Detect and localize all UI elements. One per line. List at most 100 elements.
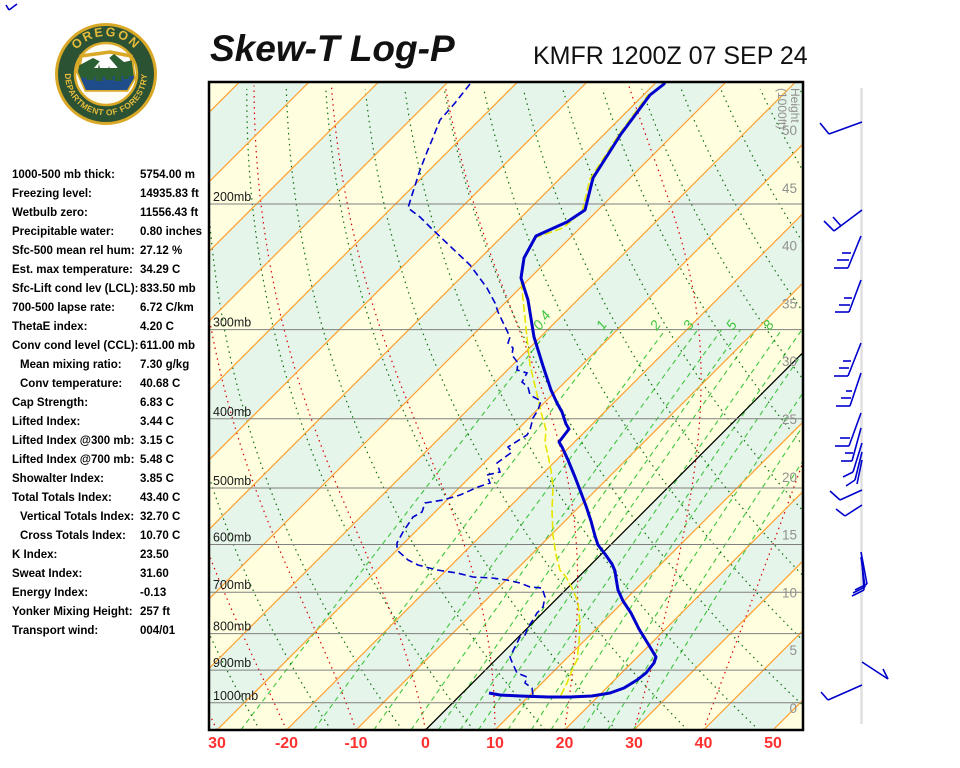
wind-barb	[820, 684, 863, 701]
stat-label: Cross Totals Index:	[20, 530, 126, 542]
temp-tick-label: -20	[275, 735, 298, 752]
stat-label: Lifted Index @700 mb:	[12, 454, 135, 466]
stat-value: 5754.00 m	[140, 169, 195, 181]
stat-value: 32.70 C	[140, 511, 181, 523]
stat-label: Vertical Totals Index:	[20, 511, 135, 523]
stat-label: Lifted Index:	[12, 416, 81, 428]
stat-row: Vertical Totals Index: 32.70 C	[12, 508, 212, 527]
stat-value: 6.83 C	[140, 397, 174, 409]
stat-value: 3.85 C	[140, 473, 174, 485]
wind-barb	[834, 342, 862, 377]
stat-value: 7.30 g/kg	[140, 359, 190, 371]
stat-value: 611.00 mb	[140, 340, 195, 352]
wind-barb	[829, 489, 863, 501]
stat-label: Wetbulb zero:	[12, 207, 88, 219]
stat-label: 700-500 lapse rate:	[12, 302, 115, 314]
pressure-level-label: 600mb	[213, 530, 251, 544]
stat-row: Mean mixing ratio: 7.30 g/kg	[12, 356, 212, 375]
stat-label: Cap Strength:	[12, 397, 89, 409]
stat-row: Precipitable water: 0.80 inches	[12, 223, 212, 242]
wind-barb	[823, 209, 863, 232]
stat-label: Conv cond level (CCL):	[12, 340, 139, 352]
temp-tick-label: 30	[625, 735, 643, 752]
oregon-department-of-forestry-logo: OREGON DEPARTMENT OF FORESTRY	[55, 23, 157, 125]
pressure-level-label: 700mb	[213, 578, 251, 592]
stat-value: 14935.83 ft	[140, 188, 199, 200]
stat-row: Est. max temperature: 34.29 C	[12, 261, 212, 280]
wind-barb	[835, 279, 862, 313]
stat-row: K Index: 23.50	[12, 546, 212, 565]
stat-value: 833.50 mb	[140, 283, 196, 295]
wind-barb	[842, 442, 863, 487]
stat-label: 1000-500 mb thick:	[12, 169, 115, 181]
pressure-level-label: 200mb	[213, 190, 251, 204]
zero-isotherm-line	[425, 351, 803, 730]
temp-tick-label: 0	[421, 735, 430, 752]
stat-value: 3.44 C	[140, 416, 174, 428]
stat-value: 27.12 %	[140, 245, 183, 257]
stat-value: 23.50	[140, 549, 169, 561]
stat-value: 43.40 C	[140, 492, 181, 504]
pressure-level-label: 1000mb	[213, 689, 258, 703]
stat-row: Cap Strength: 6.83 C	[12, 394, 212, 413]
stray-barb-mark	[5, 4, 10, 11]
stat-row: Freezing level: 14935.83 ft	[12, 185, 212, 204]
stat-label: Conv temperature:	[20, 378, 123, 390]
height-axis-title: Height(1000ft)	[775, 88, 802, 129]
stat-label: Energy Index:	[12, 587, 89, 599]
stat-label: Showalter Index:	[12, 473, 105, 485]
stat-row: ThetaE index: 4.20 C	[12, 318, 212, 337]
stat-row: Sfc-Lift cond lev (LCL): 833.50 mb	[12, 280, 212, 299]
height-tick-label: 15	[782, 528, 797, 543]
background-bands	[209, 82, 803, 730]
logo-scene	[78, 54, 134, 90]
stat-label: Transport wind:	[12, 625, 99, 637]
pressure-level-label: 300mb	[213, 316, 251, 330]
height-tick-label: 20	[782, 470, 797, 485]
stat-row: Yonker Mixing Height: 257 ft	[12, 603, 212, 622]
stat-value: 4.20 C	[140, 321, 174, 333]
stat-row: Conv cond level (CCL): 611.00 mb	[12, 337, 212, 356]
stat-label: Sweat Index:	[12, 568, 83, 580]
wind-barb	[841, 427, 862, 462]
height-tick-label: 0	[789, 701, 797, 716]
temp-tick-label: 20	[556, 735, 574, 752]
stat-row: 1000-500 mb thick: 5754.00 m	[12, 166, 212, 185]
isotherms	[209, 82, 803, 730]
stat-row: Showalter Index: 3.85 C	[12, 470, 212, 489]
stat-row: Wetbulb zero: 11556.43 ft	[12, 204, 212, 223]
stat-label: Yonker Mixing Height:	[12, 606, 133, 618]
stat-label: Sfc-Lift cond lev (LCL):	[12, 283, 139, 295]
height-tick-label: 5	[789, 643, 797, 658]
sounding-indices-panel: 1000-500 mb thick: 5754.00 m Freezing leve…	[12, 166, 212, 641]
wind-barb	[836, 372, 862, 407]
wind-barb	[835, 412, 862, 447]
stat-label: Lifted Index @300 mb:	[12, 435, 135, 447]
stat-row: Total Totals Index: 43.40 C	[12, 489, 212, 508]
stat-label: ThetaE index:	[12, 321, 88, 333]
page-title: Skew-T Log-P	[210, 28, 455, 69]
stat-value: 3.15 C	[140, 435, 174, 447]
stat-value: 5.48 C	[140, 454, 174, 466]
chart-frame	[207, 80, 805, 732]
stat-value: 0.80 inches	[140, 226, 203, 238]
wind-barb	[851, 551, 868, 597]
height-tick-label: 10	[782, 585, 797, 600]
stat-row: Sfc-500 mean rel hum: 27.12 %	[12, 242, 212, 261]
wind-barb	[834, 235, 862, 269]
temp-tick-label: 50	[764, 735, 782, 752]
temperature-trace	[488, 82, 667, 699]
dry-adiabats	[209, 88, 803, 730]
stat-label: Mean mixing ratio:	[20, 359, 122, 371]
station-time-label: KMFR 1200Z 07 SEP 24	[533, 42, 808, 70]
chart-labels: 200mb 300mb 400mb 500mb 600mb 700mb 800mb 900mb…	[213, 88, 802, 716]
height-tick-label: 25	[782, 412, 797, 427]
stat-row: Lifted Index: 3.44 C	[12, 413, 212, 432]
stat-label: Precipitable water:	[12, 226, 115, 238]
temp-tick-label: 40	[695, 735, 713, 752]
stat-row: Transport wind: 004/01	[12, 622, 212, 641]
height-tick-label: 30	[782, 354, 797, 369]
stat-label: Freezing level:	[12, 188, 92, 200]
